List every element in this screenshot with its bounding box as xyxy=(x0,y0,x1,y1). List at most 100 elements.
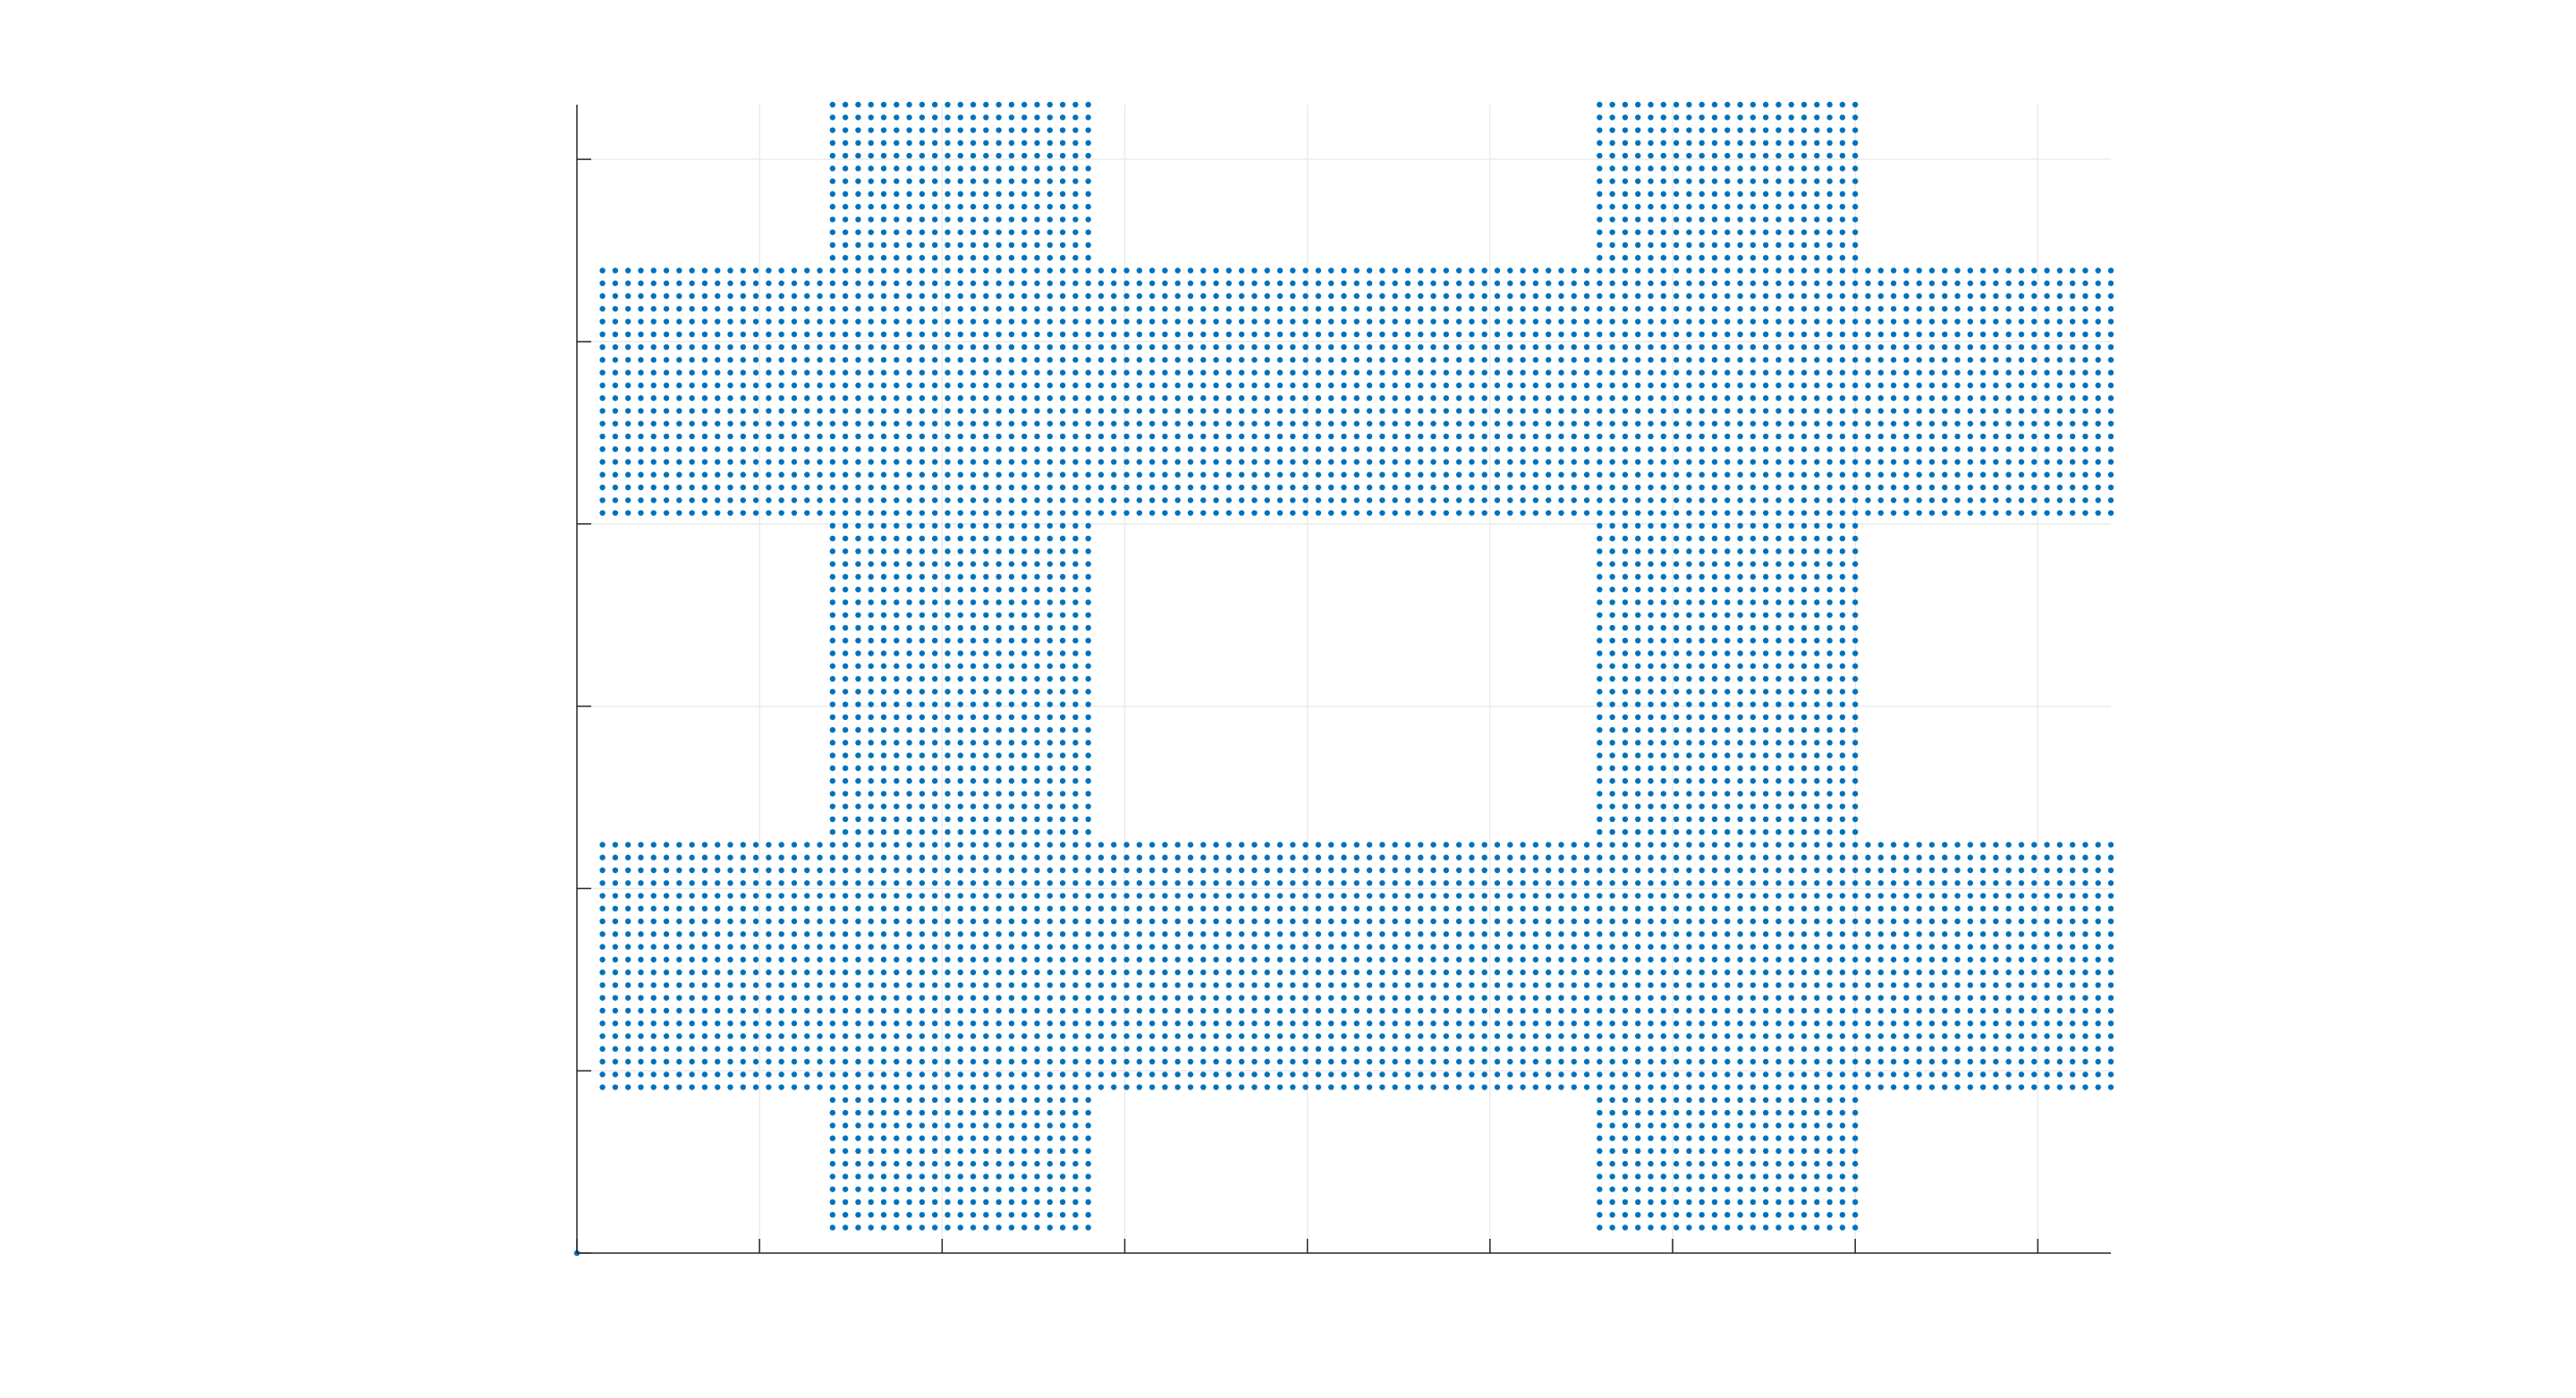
data-point xyxy=(842,931,849,937)
data-point xyxy=(1059,127,1066,133)
data-point xyxy=(1366,842,1373,848)
data-point xyxy=(1648,1148,1654,1155)
data-point xyxy=(1046,191,1053,198)
data-point xyxy=(727,918,733,925)
data-point xyxy=(894,803,900,809)
data-point xyxy=(1609,382,1615,389)
data-point xyxy=(1341,292,1347,300)
data-point xyxy=(855,701,861,707)
data-point xyxy=(919,510,926,516)
data-point xyxy=(791,471,798,478)
data-point xyxy=(1290,1021,1296,1027)
data-point xyxy=(1162,918,1168,925)
data-point xyxy=(970,292,977,300)
data-point xyxy=(906,624,912,631)
data-point xyxy=(983,1109,989,1116)
data-point xyxy=(931,408,938,414)
data-point xyxy=(1635,292,1641,300)
data-point xyxy=(1660,408,1666,414)
data-point xyxy=(1034,165,1040,172)
data-point xyxy=(1059,740,1066,746)
data-point xyxy=(650,1007,657,1014)
data-point xyxy=(1609,880,1615,886)
data-point xyxy=(996,203,1002,210)
data-point xyxy=(855,969,861,976)
data-point xyxy=(1699,165,1705,172)
data-point xyxy=(1597,522,1603,529)
data-point xyxy=(1085,318,1091,325)
data-point xyxy=(1059,318,1066,325)
data-point xyxy=(1046,484,1053,491)
data-point xyxy=(1213,343,1219,351)
data-point xyxy=(945,982,951,988)
data-point xyxy=(1148,408,1156,414)
data-point xyxy=(778,267,784,274)
data-point xyxy=(1660,1160,1666,1167)
data-point xyxy=(1123,446,1130,453)
data-point xyxy=(1046,1135,1053,1141)
data-point xyxy=(663,484,670,491)
data-point xyxy=(1507,880,1513,886)
data-point xyxy=(945,331,951,337)
data-point xyxy=(1034,777,1040,784)
data-point xyxy=(868,178,874,184)
data-point xyxy=(1660,765,1666,772)
data-point xyxy=(727,969,733,976)
data-point xyxy=(766,343,772,351)
data-point xyxy=(1328,318,1335,325)
data-point xyxy=(996,854,1002,860)
data-point xyxy=(1699,152,1705,159)
data-point xyxy=(663,1072,670,1078)
data-point xyxy=(906,867,912,874)
data-point xyxy=(894,408,900,414)
data-point xyxy=(1660,573,1666,580)
data-point xyxy=(1660,178,1666,184)
data-point xyxy=(855,446,861,453)
data-point xyxy=(983,497,989,504)
data-point xyxy=(919,1058,926,1065)
data-point xyxy=(1123,1084,1130,1090)
data-point xyxy=(1648,343,1654,351)
data-point xyxy=(1418,369,1424,376)
data-point xyxy=(1021,1148,1028,1155)
data-point xyxy=(1148,956,1156,963)
data-point xyxy=(1302,880,1309,886)
data-point xyxy=(804,331,810,337)
data-point xyxy=(1711,905,1718,911)
data-point xyxy=(1481,1046,1487,1052)
data-point xyxy=(1597,752,1603,758)
data-point xyxy=(931,1135,938,1141)
data-point xyxy=(1059,905,1066,911)
data-point xyxy=(945,114,951,121)
data-point xyxy=(1072,191,1079,198)
data-point xyxy=(996,1123,1002,1129)
data-point xyxy=(1571,357,1577,363)
data-point xyxy=(1174,1084,1181,1090)
data-point xyxy=(1673,446,1680,453)
data-point xyxy=(931,1046,938,1052)
data-point xyxy=(1379,510,1385,516)
data-point xyxy=(983,267,989,274)
data-point xyxy=(1418,1072,1424,1078)
data-point xyxy=(1430,280,1436,286)
data-point xyxy=(1686,765,1692,772)
data-point xyxy=(1148,267,1156,274)
data-point xyxy=(957,689,963,695)
data-point xyxy=(1328,459,1335,465)
data-point xyxy=(1392,459,1398,465)
data-point xyxy=(983,306,989,312)
data-point xyxy=(740,1033,746,1039)
data-point xyxy=(1021,1033,1028,1039)
data-point xyxy=(1276,982,1284,988)
data-point xyxy=(1404,982,1411,988)
data-point xyxy=(1059,216,1066,223)
data-point xyxy=(1622,1160,1629,1167)
data-point xyxy=(650,854,657,860)
data-point xyxy=(1072,459,1079,465)
data-point xyxy=(880,599,887,606)
data-point xyxy=(1660,318,1666,325)
data-point xyxy=(1648,1007,1654,1014)
data-point xyxy=(1046,114,1053,121)
data-point xyxy=(1699,1007,1705,1014)
data-point xyxy=(957,255,963,261)
